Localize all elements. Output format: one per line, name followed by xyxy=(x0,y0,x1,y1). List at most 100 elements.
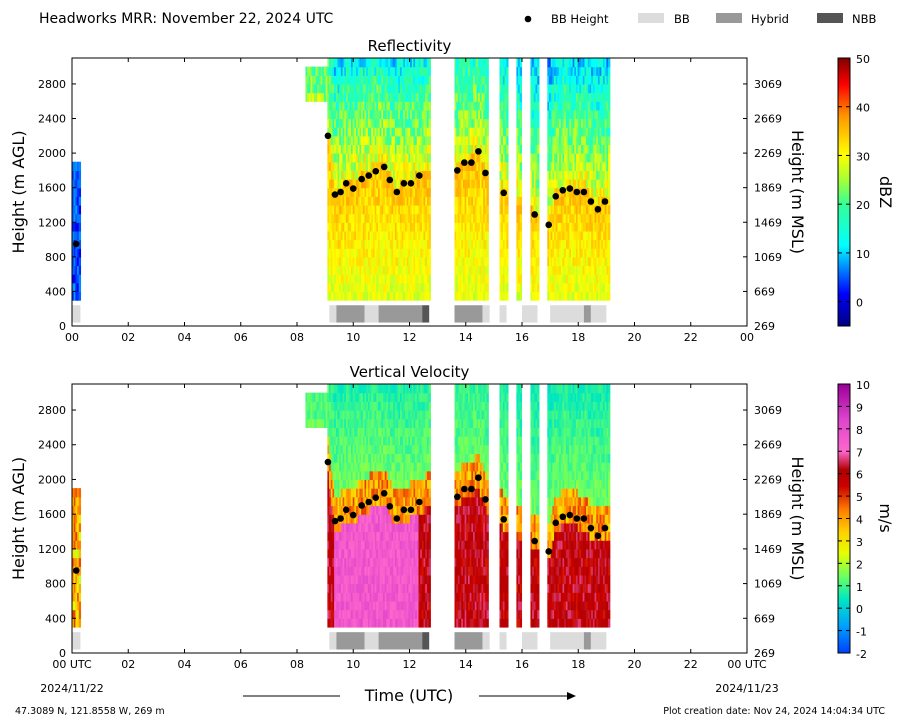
bb-height-point xyxy=(482,496,489,503)
legend-swatch-hybrid xyxy=(716,13,742,23)
reflectivity-y-right-tick-label: 1469 xyxy=(754,216,782,229)
velocity-colorbar-label: m/s xyxy=(876,503,895,532)
location-text: 47.3089 N, 121.8558 W, 269 m xyxy=(15,706,165,717)
legend-label-nbb: NBB xyxy=(852,12,876,26)
reflectivity-x-tick-label: 00 xyxy=(65,331,79,344)
velocity-bb-type-segment xyxy=(499,632,507,650)
bb-height-point xyxy=(400,506,408,514)
reflectivity-y-right-tick-label: 1069 xyxy=(754,251,782,264)
reflectivity-y-tick-label: 0 xyxy=(59,320,66,333)
reflectivity-colorbar-gradient xyxy=(837,57,851,327)
reflectivity-colorbar-tick-label: 20 xyxy=(856,199,870,212)
velocity-bb-type-segment xyxy=(583,632,591,650)
velocity-y-tick-label: 400 xyxy=(45,612,66,625)
time-arrow-right xyxy=(479,692,576,700)
reflectivity-bb-type-segment xyxy=(72,305,81,323)
velocity-colorbar-tick-label: 6 xyxy=(856,469,863,482)
bb-height-point xyxy=(72,567,80,574)
bb-height-point xyxy=(580,188,588,196)
reflectivity-x-tick-label: 18 xyxy=(571,331,585,344)
bb-height-point xyxy=(594,205,602,213)
reflectivity-x-tick-label: 12 xyxy=(403,331,417,344)
velocity-bb-type-segment xyxy=(72,632,81,650)
reflectivity-y-tick-label: 1200 xyxy=(38,216,66,229)
reflectivity-y-tick-label: 2800 xyxy=(38,78,66,91)
reflectivity-bb-type-segment xyxy=(336,305,365,323)
bb-height-point xyxy=(407,506,415,514)
velocity-x-tick-label: 00 UTC xyxy=(52,658,92,671)
reflectivity-colorbar-tick-label: 50 xyxy=(856,53,870,66)
velocity-x-tick-label: 12 xyxy=(403,658,417,671)
velocity-y-right-tick-label: 1069 xyxy=(754,578,782,591)
bb-height-point xyxy=(324,458,332,466)
reflectivity-bb-type-segment xyxy=(583,305,591,323)
bb-height-point xyxy=(587,198,595,205)
bb-height-point xyxy=(416,172,423,179)
bb-height-point xyxy=(573,188,581,196)
velocity-y-right-tick-label: 1469 xyxy=(754,543,782,556)
velocity-x-tick-label: 04 xyxy=(178,658,192,671)
velocity-colorbar-tick-label: 1 xyxy=(856,581,863,594)
bb-height-point xyxy=(566,185,574,192)
bb-height-point xyxy=(594,532,602,540)
velocity-bb-type-segment xyxy=(422,632,430,650)
bb-height-point xyxy=(475,148,482,155)
velocity-bb-type-bar xyxy=(72,632,607,650)
bb-height-point xyxy=(372,167,380,175)
bb-height-point xyxy=(342,180,350,187)
velocity-colorbar: -2 -1 0 1 2 3 4 5 6 7 8 9 10 m/s xyxy=(837,379,895,661)
reflectivity-bb-type-segment xyxy=(422,305,430,323)
velocity-y-right-tick-label: 2269 xyxy=(754,473,782,486)
velocity-y-right-tick-label: 3069 xyxy=(754,404,782,417)
bb-height-point xyxy=(601,198,609,205)
velocity-x-tick-label: 08 xyxy=(290,658,304,671)
bb-height-point xyxy=(573,515,581,522)
legend-dot-marker xyxy=(524,15,532,23)
bb-height-point xyxy=(342,506,350,514)
velocity-x-tick-label: 10 xyxy=(346,658,360,671)
reflectivity-bb-type-segment xyxy=(499,305,507,323)
reflectivity-x-tick-label: 22 xyxy=(684,331,698,344)
velocity-bb-type-segment xyxy=(454,632,483,650)
reflectivity-bb-type-segment xyxy=(590,305,607,323)
reflectivity-y-right-label: Height (m MSL) xyxy=(788,130,807,254)
velocity-colorbar-tick-label: 7 xyxy=(856,446,863,459)
bb-height-point xyxy=(552,519,560,527)
velocity-x-tick-label: 14 xyxy=(459,658,473,671)
reflectivity-y-right-tick-label: 3069 xyxy=(754,78,782,91)
bb-height-point xyxy=(531,211,538,218)
bb-height-point xyxy=(407,180,415,187)
reflectivity-bb-type-bar xyxy=(72,305,607,323)
reflectivity-bb-type-segment xyxy=(482,305,490,323)
reflectivity-x-tick-label: 16 xyxy=(515,331,529,344)
reflectivity-x-tick-label: 06 xyxy=(234,331,248,344)
bb-height-point xyxy=(400,180,408,187)
bb-height-point xyxy=(72,240,80,248)
velocity-y-right-tick-label: 269 xyxy=(754,647,775,660)
velocity-colorbar-tick-label: 4 xyxy=(856,514,863,527)
velocity-colorbar-tick-label: 9 xyxy=(856,401,863,414)
reflectivity-bb-type-segment xyxy=(522,305,538,323)
bb-height-point xyxy=(393,515,401,522)
bb-height-point xyxy=(386,176,394,184)
bb-height-point xyxy=(358,175,365,183)
bb-height-point xyxy=(475,474,482,482)
velocity-bb-type-segment xyxy=(329,632,337,650)
reflectivity-x-tick-label: 20 xyxy=(628,331,642,344)
bb-height-point xyxy=(331,191,339,198)
bb-height-point xyxy=(559,186,567,194)
reflectivity-y-tick-label: 2000 xyxy=(38,147,66,160)
velocity-colorbar-tick-label: 3 xyxy=(856,536,863,549)
bb-height-point xyxy=(482,169,489,177)
velocity-colorbar-tick-label: 8 xyxy=(856,424,863,437)
bb-height-point xyxy=(331,517,339,525)
velocity-y-tick-label: 800 xyxy=(45,578,66,591)
velocity-bb-height-series xyxy=(72,458,609,574)
bb-height-point xyxy=(559,513,567,521)
velocity-y-right-tick-label: 669 xyxy=(754,612,775,625)
bb-height-point xyxy=(365,172,373,179)
bb-height-point xyxy=(365,498,373,506)
date-end-label: 2024/11/23 xyxy=(715,682,778,695)
reflectivity-x-tick-label: 14 xyxy=(459,331,473,344)
velocity-x-tick-label: 16 xyxy=(515,658,529,671)
